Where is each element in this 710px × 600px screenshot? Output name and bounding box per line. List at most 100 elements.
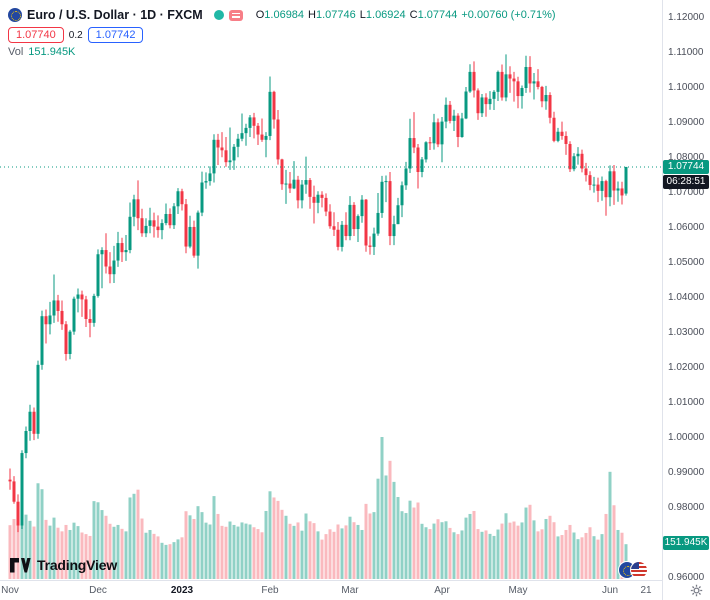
high-value: 1.07746	[316, 9, 356, 21]
volume-bar	[32, 526, 36, 579]
sell-button[interactable]: 1.07740	[8, 27, 64, 43]
candle-body	[72, 298, 76, 332]
candle-body	[540, 86, 544, 102]
volume-bar	[52, 517, 56, 579]
candle-body	[120, 243, 124, 253]
candle-body	[388, 181, 392, 237]
candle-body	[296, 179, 300, 201]
volume-bar	[112, 526, 116, 579]
volume-bar	[576, 539, 580, 579]
candle-body	[156, 226, 160, 231]
open-label: O	[255, 9, 265, 21]
price-axis[interactable]: 1.12000 1.11000 1.10000 1.09000 1.08000 1.070…	[662, 0, 710, 600]
volume-bar	[520, 522, 524, 579]
candle-body	[36, 364, 40, 434]
candle-body	[12, 481, 16, 502]
volume-bar	[284, 515, 288, 579]
volume-bar	[88, 535, 92, 579]
volume-bar	[332, 531, 336, 579]
legend-menu-button[interactable]	[228, 9, 243, 21]
candle-body	[300, 184, 304, 201]
candle-body	[580, 153, 584, 169]
candle-body	[352, 204, 356, 230]
candle-body	[576, 153, 580, 157]
candle-body	[544, 95, 548, 102]
volume-bar	[36, 483, 40, 579]
candle-body	[228, 160, 232, 163]
candle-body	[124, 250, 128, 253]
volume-bar	[528, 504, 532, 579]
buy-button[interactable]: 1.07742	[87, 27, 144, 43]
candle-body	[40, 316, 44, 365]
volume-bar	[324, 534, 328, 579]
volume-study-label[interactable]: Vol	[8, 46, 24, 58]
volume-bar	[220, 525, 224, 579]
volume-bar	[64, 524, 68, 579]
volume-bar	[128, 497, 132, 579]
volume-bar	[192, 518, 196, 579]
candle-body	[508, 74, 512, 79]
volume-bar	[108, 523, 112, 579]
price-axis-label: 0.99000	[668, 467, 705, 478]
candle-body	[288, 183, 292, 189]
volume-bar	[248, 524, 252, 579]
time-axis-label: 21	[640, 585, 652, 596]
volume-bar	[496, 529, 500, 579]
candle-body	[252, 117, 256, 126]
ohlc-readout: O1.06984 H1.07746 L1.06924 C1.07744 +0.0…	[256, 9, 556, 21]
candle-body	[272, 91, 276, 120]
candle-body	[32, 411, 36, 434]
change-value: +0.00760 (+0.71%)	[461, 9, 556, 21]
symbol-title[interactable]: Euro / U.S. Dollar · 1D · FXCM	[27, 8, 203, 22]
volume-bar	[100, 510, 104, 579]
candle-body	[584, 168, 588, 176]
candle-body	[428, 142, 432, 144]
volume-bar	[316, 531, 320, 579]
candle-body	[376, 212, 380, 234]
volume-bar	[156, 536, 160, 579]
tradingview-logo[interactable]: TradingView	[10, 557, 117, 573]
time-axis-label: 2023	[170, 585, 194, 596]
volume-bar	[304, 513, 308, 579]
candle-body	[588, 175, 592, 185]
candle-body	[56, 300, 60, 311]
chart-plot-area[interactable]	[0, 0, 662, 580]
candle-body	[340, 224, 344, 247]
time-axis[interactable]: Nov Dec 2023 Feb Mar Apr May Jun 21	[0, 580, 662, 600]
volume-bar	[336, 524, 340, 579]
volume-bar	[84, 534, 88, 579]
axis-settings-gear-icon[interactable]	[690, 584, 703, 597]
candle-body	[140, 218, 144, 234]
candle-body	[564, 135, 568, 144]
candle-body	[460, 118, 464, 137]
time-axis-label: Jun	[601, 585, 619, 596]
volume-bar	[180, 537, 184, 579]
candle-body	[480, 97, 484, 114]
candle-body	[528, 67, 532, 84]
candle-body	[96, 254, 100, 296]
candle-body	[100, 250, 104, 255]
volume-bar	[224, 526, 228, 579]
candle-body	[264, 135, 268, 140]
spread-value: 0.2	[68, 29, 83, 41]
volume-bar	[364, 503, 368, 579]
volume-bar	[468, 513, 472, 579]
volume-bar	[428, 529, 432, 579]
close-value: 1.07744	[417, 9, 458, 21]
volume-bar	[400, 511, 404, 579]
candle-body	[472, 71, 476, 91]
candle-body	[380, 181, 384, 213]
volume-bar	[124, 531, 128, 579]
candlestick-chart[interactable]	[0, 0, 662, 580]
volume-bar	[300, 530, 304, 579]
candle-body	[592, 184, 596, 186]
time-axis-label: Feb	[261, 585, 279, 596]
candle-body	[384, 181, 388, 183]
volume-bar	[228, 521, 232, 579]
candle-body	[332, 226, 336, 230]
volume-bar	[196, 506, 200, 579]
price-axis-label: 1.07000	[668, 187, 705, 198]
time-axis-label: May	[508, 585, 528, 596]
volume-bar	[600, 534, 604, 579]
legend-dot-button[interactable]	[213, 10, 224, 20]
